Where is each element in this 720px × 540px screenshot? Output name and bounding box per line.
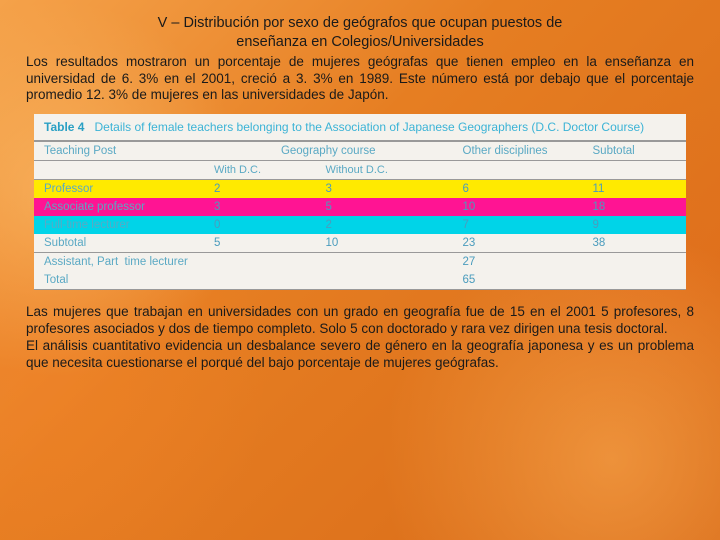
col-with-dc: With D.C.	[204, 160, 316, 179]
col-without-dc: Without D.C.	[316, 160, 453, 179]
cell-value: 7	[453, 216, 583, 234]
cell-value: 0	[204, 216, 316, 234]
table-caption-text: Details of female teachers belonging to …	[94, 120, 644, 134]
title-line-1: V – Distribución por sexo de geógrafos q…	[158, 15, 563, 31]
slide-title: V – Distribución por sexo de geógrafos q…	[26, 14, 694, 52]
row-label: Assistant, Part time lecturer	[34, 252, 204, 271]
row-label: Professor	[34, 179, 204, 198]
cell-value: 9	[583, 216, 686, 234]
row-label: Subtotal	[34, 234, 204, 253]
cell-value: 38	[583, 234, 686, 253]
table-subheader-row: With D.C. Without D.C.	[34, 160, 686, 179]
title-line-2: enseñanza en Colegios/Universidades	[236, 34, 483, 50]
row-label: Associate professor	[34, 198, 204, 216]
cell-value: 10	[453, 198, 583, 216]
cell-value: 23	[453, 234, 583, 253]
table-4: Table 4 Details of female teachers belon…	[34, 114, 686, 290]
slide-content: V – Distribución por sexo de geógrafos q…	[0, 0, 720, 371]
table-row: Subtotal5102338	[34, 234, 686, 253]
cell-value: 18	[583, 198, 686, 216]
body-paragraph-3: El análisis cuantitativo evidencia un de…	[26, 338, 694, 372]
col-geography: Geography course	[204, 141, 453, 160]
cell-value: 2	[204, 179, 316, 198]
intro-paragraph: Los resultados mostraron un porcentaje d…	[26, 54, 694, 105]
table-row: Total 65	[34, 271, 686, 290]
cell-value: 3	[316, 179, 453, 198]
cell-value: 27	[453, 252, 583, 271]
table-row: Professor23611	[34, 179, 686, 198]
table-row: Assistant, Part time lecturer 27	[34, 252, 686, 271]
col-teaching-post: Teaching Post	[34, 141, 204, 160]
cell-value: 5	[316, 198, 453, 216]
row-label: Full-time lecturer	[34, 216, 204, 234]
cell-value: 2	[316, 216, 453, 234]
col-subtotal: Subtotal	[583, 141, 686, 160]
cell-value: 3	[204, 198, 316, 216]
cell-value: 5	[204, 234, 316, 253]
row-label: Total	[34, 271, 204, 290]
table-row: Full-time lecturer0279	[34, 216, 686, 234]
table-caption: Table 4 Details of female teachers belon…	[34, 114, 686, 141]
cell-value: 10	[316, 234, 453, 253]
col-other: Other disciplines	[453, 141, 583, 160]
cell-value: 65	[453, 271, 583, 290]
cell-value: 6	[453, 179, 583, 198]
table-row: Associate professor351018	[34, 198, 686, 216]
body-paragraph-2: Las mujeres que trabajan en universidade…	[26, 304, 694, 338]
cell-value: 11	[583, 179, 686, 198]
table-label: Table 4	[44, 120, 84, 134]
table-header-row: Teaching Post Geography course Other dis…	[34, 141, 686, 160]
data-table: Teaching Post Geography course Other dis…	[34, 141, 686, 290]
